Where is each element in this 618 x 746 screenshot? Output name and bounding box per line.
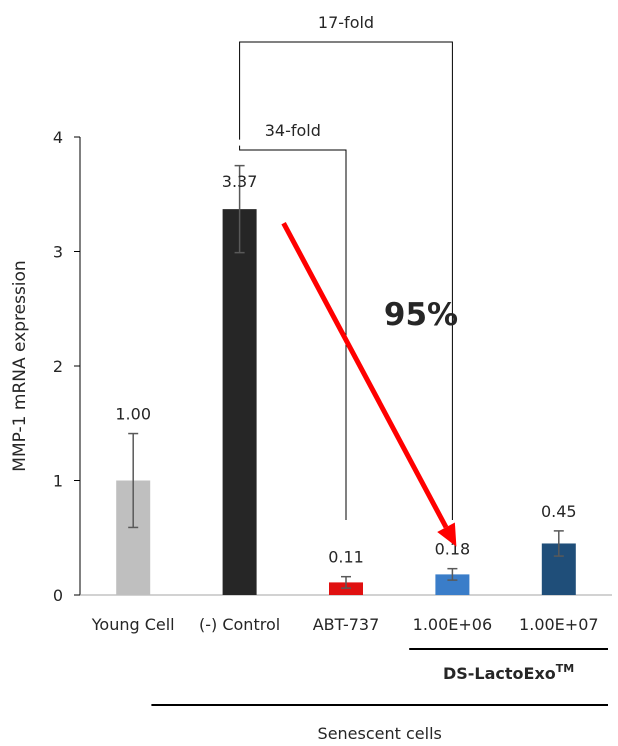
category-label: 1.00E+07 [519,615,599,634]
data-labels: 1.00 3.37 0.11 0.18 0.45 [115,172,576,567]
y-axis-label: MMP-1 mRNA expression [10,260,30,471]
fold-label: 17-fold [318,13,374,32]
bar [435,574,470,595]
y-ticks: 0 1 2 3 4 [53,128,80,605]
data-label: 1.00 [115,405,151,424]
group-label-superscript: TM [556,662,574,675]
category-label: ABT-737 [313,615,380,634]
category-label: (-) Control [199,615,280,634]
bar [222,209,257,595]
arrow-shaft [281,221,449,529]
data-label: 0.45 [541,502,577,521]
fold-label: 34-fold [265,121,321,140]
y-tick-label: 0 [53,586,63,605]
fold-brackets: 34-fold 17-fold [239,13,453,520]
y-tick-label: 1 [53,472,63,491]
fold-bracket [239,41,453,520]
error-bars [128,164,564,589]
group-label-senescent: Senescent cells [318,724,442,743]
reduction-arrow: 95% [281,221,458,547]
group-labels: DS-LactoExoTM Senescent cells [151,648,608,743]
y-tick-label: 2 [53,357,63,376]
data-label: 0.11 [328,548,364,567]
category-label: 1.00E+06 [413,615,493,634]
y-tick-label: 3 [53,243,63,262]
reduction-percent-label: 95% [384,297,458,333]
data-label: 3.37 [222,172,258,191]
category-label: Young Cell [91,615,175,634]
arrow-head [437,522,457,547]
data-label: 0.18 [435,540,471,559]
category-labels: Young Cell (-) Control ABT-737 1.00E+06 1.00… [91,615,599,634]
y-tick-label: 4 [53,128,63,147]
group-label-ds-lactoexo: DS-LactoExoTM [443,662,574,683]
group-label-main: DS-LactoExo [443,664,556,683]
